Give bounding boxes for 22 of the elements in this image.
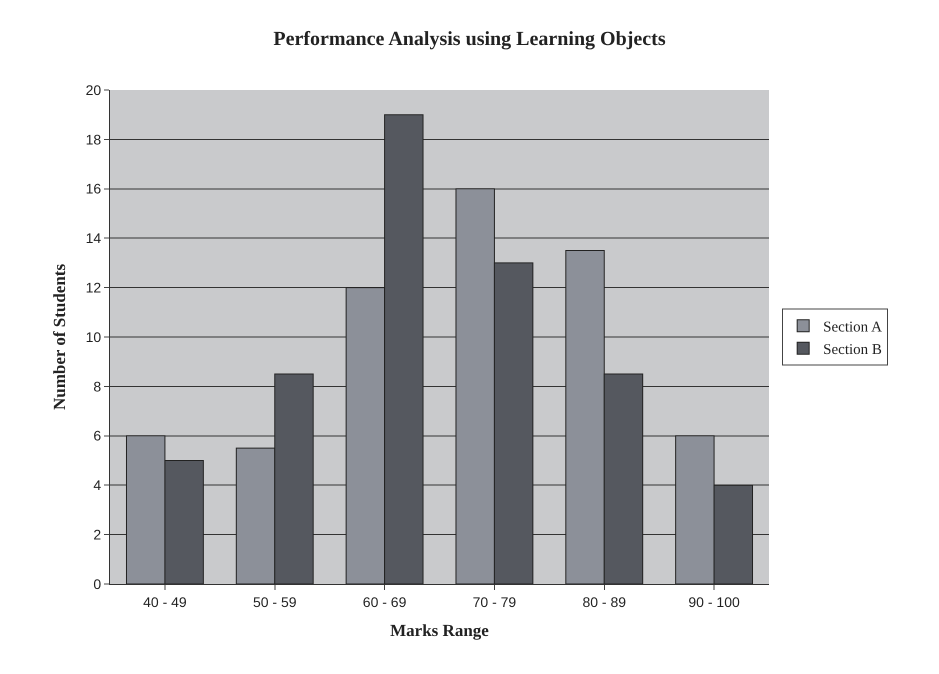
x-tick-label: 40 - 49 bbox=[143, 594, 187, 610]
y-tick-label: 16 bbox=[86, 180, 102, 197]
y-tick-label: 8 bbox=[93, 378, 102, 394]
y-tick-label: 2 bbox=[93, 526, 102, 542]
y-tick-label: 4 bbox=[93, 477, 102, 494]
chart-title: Performance Analysis using Learning Objects bbox=[273, 28, 666, 50]
y-tick-label: 0 bbox=[93, 576, 102, 592]
x-tick-label: 50 - 59 bbox=[252, 594, 297, 610]
y-tick-label: 12 bbox=[86, 280, 102, 296]
y-tick-label: 10 bbox=[86, 328, 102, 345]
y-tick-label: 20 bbox=[86, 82, 102, 98]
y-tick-label: 18 bbox=[86, 131, 102, 148]
x-axis-title: Marks Range bbox=[390, 621, 490, 640]
x-tick-label: 80 - 89 bbox=[582, 594, 626, 610]
x-tick-label: 70 - 79 bbox=[472, 594, 516, 610]
x-tick-label: 90 - 100 bbox=[688, 594, 740, 610]
y-axis-title: Number of Students bbox=[50, 264, 70, 410]
legend-label: Section A bbox=[823, 320, 882, 336]
y-tick-label: 6 bbox=[93, 428, 102, 444]
legend-label: Section B bbox=[823, 342, 882, 358]
y-tick-label: 14 bbox=[86, 230, 102, 246]
x-tick-label: 60 - 69 bbox=[362, 594, 407, 610]
